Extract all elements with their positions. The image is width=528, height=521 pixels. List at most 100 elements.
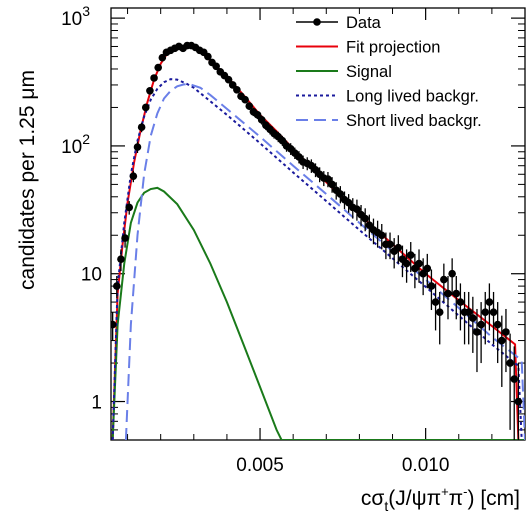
y-tick-label: 10 — [81, 265, 102, 286]
data-point — [278, 135, 287, 146]
data-point — [502, 308, 510, 373]
data-marker — [129, 172, 138, 180]
data-marker — [336, 190, 345, 198]
data-marker — [150, 74, 158, 82]
data-point — [415, 249, 423, 283]
data-marker — [481, 308, 490, 316]
plot-frame — [110, 7, 526, 441]
data-point — [212, 62, 220, 71]
data-point — [245, 102, 254, 111]
y-tick-label: 1 — [91, 393, 102, 414]
data-point — [133, 141, 142, 154]
data-marker — [402, 259, 411, 268]
data-point — [435, 291, 444, 345]
data-marker — [514, 397, 523, 406]
legend-label: Fit projection — [346, 39, 440, 57]
data-marker — [233, 85, 241, 94]
data-point — [204, 52, 212, 61]
legend-entry: Short lived backgr. — [296, 112, 482, 130]
data-marker — [253, 111, 262, 119]
data-point — [158, 53, 167, 62]
data-marker — [154, 63, 162, 72]
data-point — [419, 258, 427, 296]
data-marker — [493, 320, 502, 329]
data-marker — [444, 289, 452, 298]
data-point — [146, 86, 154, 95]
data-marker — [502, 328, 510, 336]
data-point — [427, 269, 436, 311]
data-marker — [224, 75, 233, 84]
data-point — [444, 275, 452, 320]
data-point — [406, 242, 415, 273]
data-point — [233, 85, 241, 94]
data-marker — [361, 214, 369, 223]
data-point — [361, 208, 369, 232]
data-marker — [137, 123, 146, 132]
data-point — [411, 253, 419, 289]
data-marker — [241, 95, 249, 104]
data-point — [469, 296, 477, 353]
data-point — [477, 302, 485, 364]
x-axis-title: cσt(J/ψπ+π-) [cm] — [361, 484, 520, 514]
legend-marker — [313, 18, 321, 26]
data-point — [493, 302, 502, 364]
data-point — [353, 199, 361, 221]
data-point — [112, 275, 121, 299]
data-point — [141, 103, 150, 112]
legend-label: Data — [346, 14, 382, 32]
y-tick-label: 103 — [61, 3, 90, 30]
data-point — [137, 122, 146, 133]
data-marker — [456, 298, 465, 306]
legend-label: Signal — [346, 63, 392, 81]
data-point — [224, 75, 233, 84]
short-lived-backgr-curve — [124, 83, 525, 440]
data-point — [489, 291, 498, 345]
data-point — [117, 249, 125, 272]
legend-label: Short lived backgr. — [346, 112, 482, 130]
data-point — [510, 346, 519, 440]
data-point — [394, 235, 403, 264]
data-point — [154, 63, 162, 72]
data-marker — [469, 314, 477, 322]
data-marker — [506, 359, 514, 367]
data-marker — [141, 103, 150, 112]
data-marker — [377, 231, 386, 240]
data-points — [111, 41, 523, 440]
data-point — [473, 308, 481, 373]
data-point — [150, 74, 158, 82]
data-point — [253, 110, 262, 120]
data-marker — [427, 282, 436, 290]
data-marker — [473, 328, 481, 336]
data-marker — [158, 53, 167, 62]
data-marker — [431, 298, 440, 306]
data-marker — [464, 308, 473, 316]
data-marker — [146, 86, 154, 95]
data-marker — [324, 175, 332, 183]
data-marker — [423, 264, 432, 273]
y-axis-title: candidates per 1.25 μm — [16, 70, 39, 290]
data-point — [324, 172, 332, 188]
y-tick-label: 102 — [61, 131, 90, 158]
data-marker — [498, 336, 506, 345]
data-marker — [386, 240, 394, 249]
data-marker — [353, 205, 361, 213]
data-point — [125, 201, 134, 215]
legend: Data Fit projection Signal Long lived backg… — [296, 14, 482, 130]
data-marker — [510, 375, 519, 383]
data-point — [336, 186, 345, 204]
long-lived-backgr-curve — [111, 78, 523, 440]
legend-entry: Fit projection — [296, 39, 440, 57]
signal-curve — [111, 186, 525, 440]
data-marker — [489, 308, 498, 316]
data-point — [448, 258, 456, 296]
data-marker — [440, 275, 448, 284]
legend-label: Long lived backgr. — [346, 88, 479, 106]
x-tick-label: 0.005 — [236, 455, 284, 476]
data-point — [481, 291, 490, 345]
data-marker — [121, 234, 129, 242]
data-point — [402, 249, 411, 283]
legend-entry: Signal — [296, 63, 392, 81]
data-point — [456, 283, 465, 331]
data-marker — [406, 251, 415, 259]
data-marker — [204, 52, 212, 61]
